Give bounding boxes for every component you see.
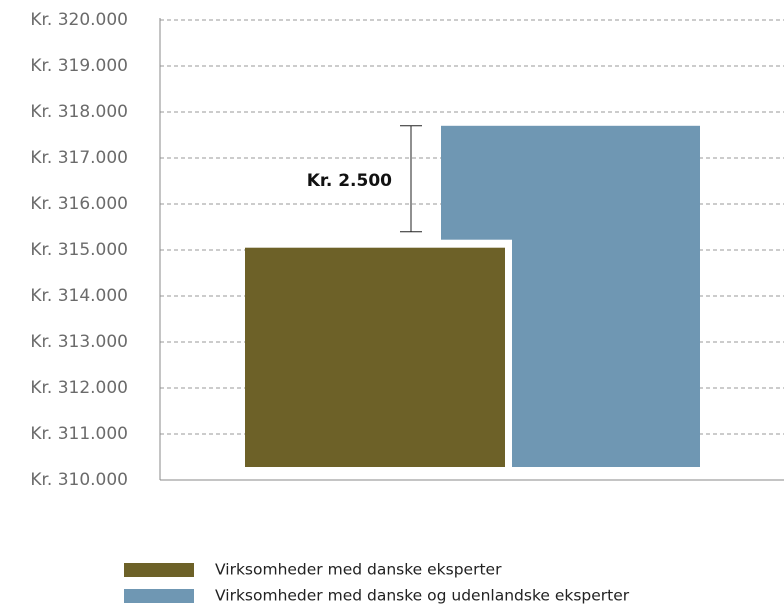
y-tick-label: Kr. 315.000 bbox=[30, 240, 128, 260]
legend: Virksomheder med danske eksperter Virksom… bbox=[124, 561, 630, 605]
legend-label: Virksomheder med danske eksperter bbox=[215, 561, 502, 579]
legend-swatch bbox=[124, 563, 194, 577]
legend-swatch bbox=[124, 589, 194, 603]
axes: Kr. 310.000 Kr. 311.000 Kr. 312.000 Kr. 313… bbox=[30, 10, 784, 490]
y-tick-label: Kr. 319.000 bbox=[30, 56, 128, 76]
legend-label: Virksomheder med danske og udenlandske e… bbox=[215, 587, 630, 605]
y-tick-label: Kr. 314.000 bbox=[30, 286, 128, 306]
y-tick-label: Kr. 316.000 bbox=[30, 194, 128, 214]
y-tick-label: Kr. 313.000 bbox=[30, 332, 128, 352]
y-tick-label: Kr. 318.000 bbox=[30, 102, 128, 122]
y-tick-label: Kr. 312.000 bbox=[30, 378, 128, 398]
annotation: Kr. 2.500 bbox=[307, 171, 392, 191]
y-tick-label: Kr. 317.000 bbox=[30, 148, 128, 168]
y-tick-label: Kr. 310.000 bbox=[30, 470, 128, 490]
bar bbox=[245, 247, 505, 467]
bars: Kr. 2.500 bbox=[245, 125, 700, 468]
y-tick-label: Kr. 311.000 bbox=[30, 424, 128, 444]
y-tick-label: Kr. 320.000 bbox=[30, 10, 128, 30]
